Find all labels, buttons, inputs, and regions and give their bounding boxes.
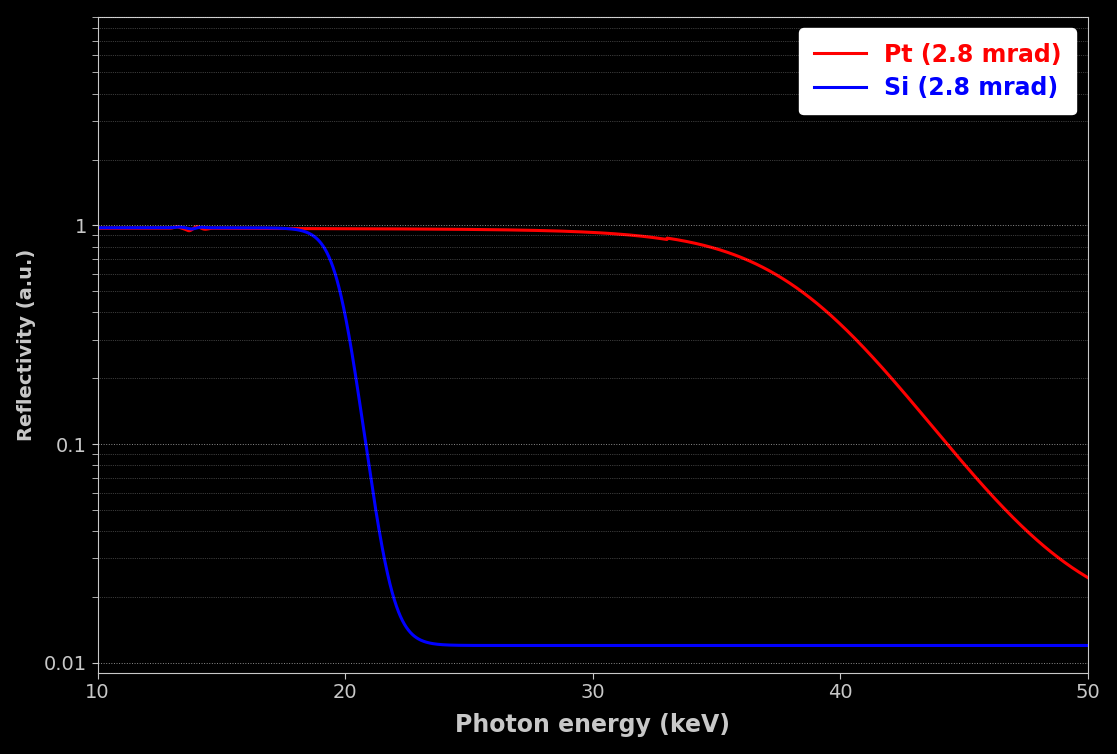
Si (2.8 mrad) xyxy=(271,224,285,233)
Si (2.8 mrad) xyxy=(756,641,770,650)
Si (2.8 mrad) xyxy=(469,641,483,650)
Si (2.8 mrad) xyxy=(90,223,104,232)
Pt (2.8 mrad) xyxy=(469,225,483,234)
Pt (2.8 mrad) xyxy=(190,222,203,231)
Si (2.8 mrad) xyxy=(830,641,843,650)
Line: Pt (2.8 mrad): Pt (2.8 mrad) xyxy=(97,227,1088,578)
Pt (2.8 mrad) xyxy=(685,238,698,247)
Pt (2.8 mrad) xyxy=(90,224,104,233)
Pt (2.8 mrad) xyxy=(735,253,748,262)
Pt (2.8 mrad) xyxy=(905,397,918,406)
Si (2.8 mrad) xyxy=(735,641,748,650)
Y-axis label: Reflectivity (a.u.): Reflectivity (a.u.) xyxy=(17,249,36,441)
Si (2.8 mrad) xyxy=(172,222,185,231)
Pt (2.8 mrad) xyxy=(830,316,843,325)
Si (2.8 mrad) xyxy=(906,641,919,650)
Line: Si (2.8 mrad): Si (2.8 mrad) xyxy=(97,227,1088,645)
X-axis label: Photon energy (keV): Photon energy (keV) xyxy=(456,713,731,737)
Pt (2.8 mrad) xyxy=(271,224,285,233)
Pt (2.8 mrad) xyxy=(1081,573,1095,582)
Legend: Pt (2.8 mrad), Si (2.8 mrad): Pt (2.8 mrad), Si (2.8 mrad) xyxy=(800,29,1076,115)
Si (2.8 mrad) xyxy=(1081,641,1095,650)
Si (2.8 mrad) xyxy=(685,641,698,650)
